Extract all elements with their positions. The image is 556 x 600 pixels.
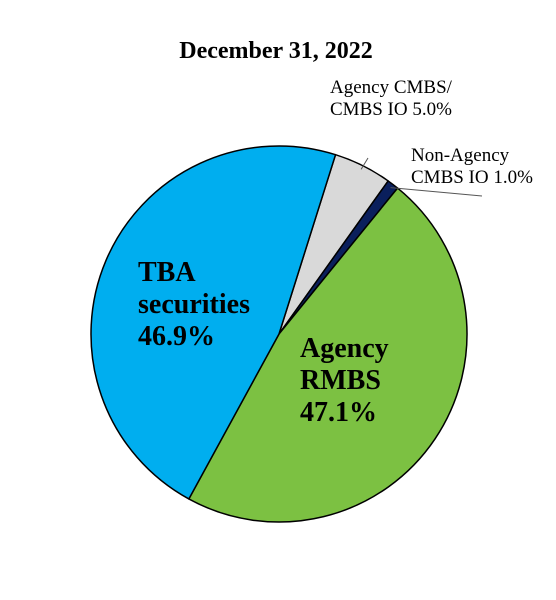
slice-label-line: securities bbox=[138, 289, 250, 320]
pie-slice-agency-rmbs bbox=[188, 187, 468, 523]
slice-label-line: 46.9% bbox=[138, 321, 215, 352]
slice-label-line: Agency CMBS/ bbox=[330, 77, 453, 98]
leader-line-non-agency-cmbs-io bbox=[390, 187, 483, 197]
chart-title: December 31, 2022 bbox=[179, 38, 373, 64]
slice-label-agency-rmbs: Agency RMBS 47.1% bbox=[300, 333, 389, 428]
slice-label-tba-securities: TBA securities 46.9% bbox=[138, 257, 250, 352]
leader-line-agency-cmbs-cmbs-io bbox=[360, 157, 369, 170]
slice-label-line: TBA bbox=[138, 257, 196, 288]
slice-label-agency-cmbs-cmbs-io: Agency CMBS/CMBS IO 5.0% bbox=[330, 77, 453, 120]
slice-label-line: RMBS bbox=[300, 365, 381, 396]
slice-label-line: CMBS IO 1.0% bbox=[411, 167, 533, 188]
slice-label-line: Agency bbox=[300, 333, 389, 364]
slice-label-line: Non-Agency bbox=[411, 145, 510, 166]
slice-label-line: CMBS IO 5.0% bbox=[330, 99, 452, 120]
slice-label-line: 47.1% bbox=[300, 397, 377, 428]
pie-slice-tba-securities bbox=[90, 145, 337, 500]
slice-label-non-agency-cmbs-io: Non-Agency CMBS IO 1.0% bbox=[411, 145, 533, 188]
